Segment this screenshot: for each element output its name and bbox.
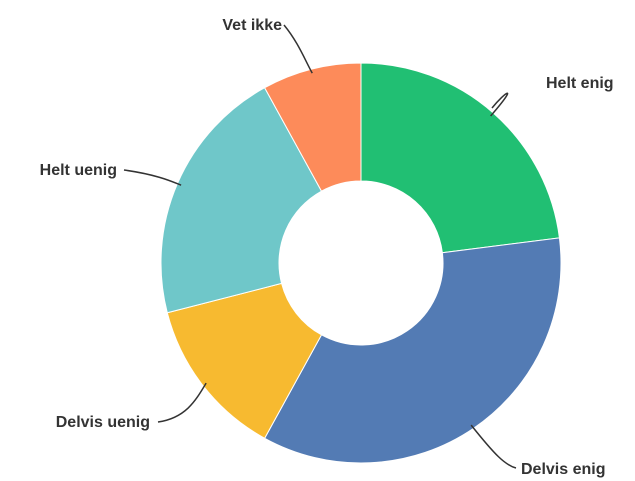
leader-lines <box>123 24 517 469</box>
slice-helt-uenig <box>160 87 323 314</box>
slice-vet-ikke <box>263 62 362 192</box>
slice-label-vet-ikke: Vet ikke <box>222 17 282 34</box>
slice-delvis-enig <box>263 237 562 464</box>
leader-line-vet-ikke <box>283 24 313 74</box>
slice-label-helt-enig: Helt enig <box>546 75 614 92</box>
slice-label-delvis-uenig: Delvis uenig <box>56 414 150 431</box>
leader-line-delvis-uenig <box>157 382 207 423</box>
leader-line-helt-uenig <box>123 169 182 186</box>
slice-label-delvis-enig: Delvis enig <box>521 461 605 478</box>
leader-line-helt-enig <box>490 92 509 117</box>
slice-delvis-uenig <box>166 282 323 439</box>
slice-helt-enig <box>360 62 560 254</box>
slice-label-helt-uenig: Helt uenig <box>40 162 117 179</box>
leader-line-delvis-enig <box>470 424 517 469</box>
slices <box>160 62 562 464</box>
slice-labels: Helt enig Delvis enig Delvis uenig Helt uen… <box>40 17 614 478</box>
